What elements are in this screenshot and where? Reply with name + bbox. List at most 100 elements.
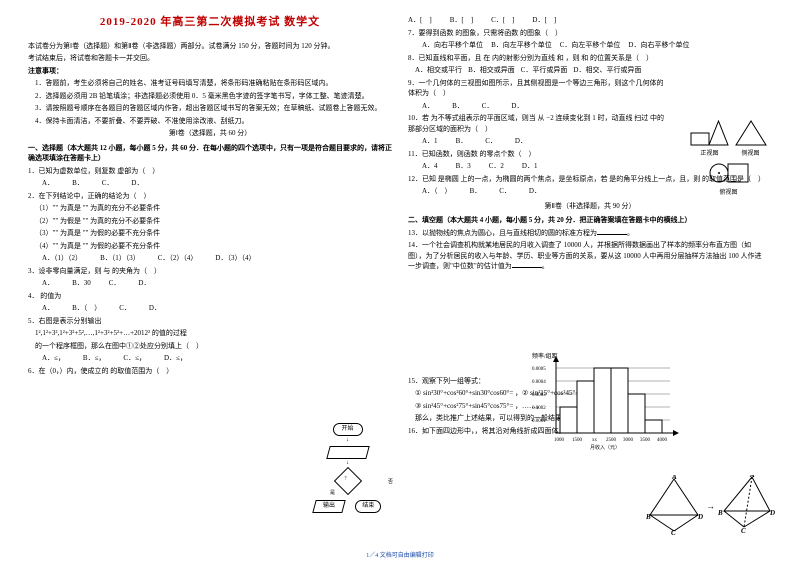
q12-a: A．（ ） (422, 186, 452, 197)
q12-c: C． (499, 186, 511, 197)
top-view: 俯视图 (708, 161, 750, 198)
q5-formula: 1²,1²+3²,1²+3²+5²,…,1²+3²+5²+…+2012² 的值的… (28, 328, 392, 339)
q6-a: A．[ ] (408, 15, 432, 26)
page-footer: 1／4 文档可自由编辑打印 (0, 552, 800, 561)
section1-head: 一、选择题（本大题共 12 小题，每小题 5 分，共 60 分．在每小题的四个选… (28, 143, 392, 164)
svg-text:C: C (671, 529, 676, 535)
svg-text:A: A (671, 475, 677, 481)
svg-text:B: B (717, 509, 723, 517)
hist-xticks: 1000 1500 xx 2500 3000 3500 4000 (554, 438, 668, 443)
hist-ylabel: 频率/组距 (532, 352, 558, 360)
q11-d: D．1 (522, 161, 538, 172)
svg-text:4000: 4000 (657, 438, 668, 443)
q2-c: C．（2）（4） (158, 253, 198, 264)
svg-text:B: B (646, 513, 651, 521)
q2: 2．在下列结论中，正确的结论为（ ） (28, 191, 392, 202)
q13: 13．以抛物线的焦点为圆心，且与直线相切的圆的标准方程为。 (408, 228, 772, 239)
part1-head: 第Ⅰ卷（选择题，共 60 分） (28, 128, 392, 139)
flow-no-label: 否 (388, 479, 393, 487)
q1-a: A． (42, 178, 54, 189)
q10: 10．若 为不等式组表示的平面区域，则当 从 −2 连续变化到 1 时，动直线 … (408, 113, 668, 134)
svg-text:C: C (741, 527, 746, 535)
intro-p1: 本试卷分为第Ⅰ卷（选择题）和第Ⅱ卷（非选择题）两部分。试卷满分 150 分，答题… (28, 41, 392, 52)
q9-opts: A． B． C． D． (422, 101, 772, 112)
hist-xlabel: 月收入（元） (590, 444, 620, 450)
histogram-figure: 频率/组距 0.0005 0.0004 0.0003 0.0002 0.0001… (530, 350, 680, 450)
q4-opts: A． B．（ ） C． D． (42, 303, 392, 314)
q11-c: C．2 (489, 161, 504, 172)
q6-b: B．[ ] (450, 15, 473, 26)
notice-2: 2．选择题必须用 2B 铅笔填涂；非选择题必须使用 0．5 毫米黑色字迹的签字笔… (28, 91, 392, 102)
front-view-label: 正视图 (690, 150, 730, 159)
tetra-svg: ABDC → A'BDC (646, 475, 776, 535)
svg-text:xx: xx (592, 438, 598, 443)
flow-yes-label: 是 (330, 490, 335, 498)
q8: 8．已知直线和平面，且 在 内的射影分别为直线 和 ，则 和 的位置关系是（ ） (408, 53, 772, 64)
svg-text:3500: 3500 (640, 438, 651, 443)
q2-d: D．（3）（4） (215, 253, 255, 264)
side-view-shape (734, 120, 768, 146)
section2-head: 二、填空题（本大题共 4 小题，每小题 5 分，共 20 分．把正确答案填在答题… (408, 215, 772, 226)
q4-c: C． (119, 303, 131, 314)
q3-b: B．30 (72, 278, 91, 289)
q5-b: B．≤， (83, 353, 106, 364)
flow-output: 输出 (312, 500, 345, 513)
svg-text:D: D (697, 513, 703, 521)
svg-text:1500: 1500 (572, 438, 583, 443)
q4-a: A． (42, 303, 54, 314)
q6-d: D．[ ] (532, 15, 556, 26)
q1-b: B． (72, 178, 84, 189)
svg-text:3000: 3000 (623, 438, 634, 443)
q7-a: A．向右平移个单位 (422, 40, 483, 51)
svg-text:A': A' (749, 475, 757, 479)
q3: 3．设非零向量满足，则 与 的夹角为（ ） (28, 266, 392, 277)
q8-d: D．相交、平行或异面 (573, 65, 641, 76)
notice-4: 4．保持卡面清洁，不要折叠、不要弄破、不准使用涂改液、刮纸刀。 (28, 116, 392, 127)
q13-text: 13．以抛物线的焦点为圆心，且与直线相切的圆的标准方程为 (408, 229, 597, 237)
q6-c: C．[ ] (491, 15, 514, 26)
q4-b: B．（ ） (72, 303, 101, 314)
q1-c: C． (102, 178, 114, 189)
q8-a: A．相交或平行 (415, 65, 462, 76)
blank-14 (512, 267, 542, 268)
top-view-shape (708, 161, 750, 185)
q12-d: D． (529, 186, 541, 197)
q2-1: （1）"" 为真是 "" 为真的充分不必要条件 (28, 203, 392, 214)
q5: 5．右图是表示分别输出 (28, 316, 392, 327)
q9-b: B． (452, 101, 464, 112)
q10-c: C． (485, 136, 497, 147)
intro-p2: 考试结束后，将试卷和答题卡一并交回。 (28, 53, 392, 64)
q9-a: A． (422, 101, 434, 112)
q9-c: C． (482, 101, 494, 112)
q7-c: C．向左平移个单位 (560, 40, 621, 51)
blank-13 (597, 234, 627, 235)
q3-c: C． (109, 278, 121, 289)
svg-text:0.0004: 0.0004 (532, 380, 546, 385)
q10-a: A．1 (422, 136, 438, 147)
q3-opts: A． B．30 C． D． (42, 278, 392, 289)
svg-text:0.0003: 0.0003 (532, 393, 546, 398)
q11-b: B．3 (456, 161, 471, 172)
flow-io (326, 446, 369, 459)
q9: 9．一个几何体的三视图如图所示，且其侧视图是一个等边三角形，则这个几何体的体积为… (408, 78, 668, 99)
q7-b: B．向左平移个单位 (491, 40, 552, 51)
arrow-icon: ↓ (310, 439, 385, 443)
hist-bars (560, 368, 662, 433)
q14-text: 14．一个社会调查机构就某地居民的月收入调查了 10000 人，并根据所得数据画… (408, 241, 762, 270)
q5-d: D．≤， (164, 353, 187, 364)
q10-b: B． (456, 136, 468, 147)
q5-opts: A．≤， B．≤， C．≤， D．≤， (42, 353, 392, 364)
flow-out-text: 输出 (323, 502, 335, 511)
svg-text:→: → (706, 501, 715, 511)
q1-opts: A． B． C． D． (42, 178, 392, 189)
notice-3: 3．请按照题号顺序在各题目的答题区域内作答，超出答题区域书写的答案无效；在草稿纸… (28, 103, 392, 114)
q5-a: A．≤， (42, 353, 65, 364)
q8-b: B．相交或异面 (468, 65, 515, 76)
q7-d: D．向右平移个单位 (628, 40, 689, 51)
side-view: 侧视图 (734, 120, 768, 159)
q6: 6．在（0，）内，使成立的 的取值范围为（ ） (28, 366, 392, 377)
q9-d: D． (511, 101, 523, 112)
q3-d: D． (138, 278, 150, 289)
q4-d: D． (149, 303, 161, 314)
flow-decision: ? (333, 467, 361, 495)
